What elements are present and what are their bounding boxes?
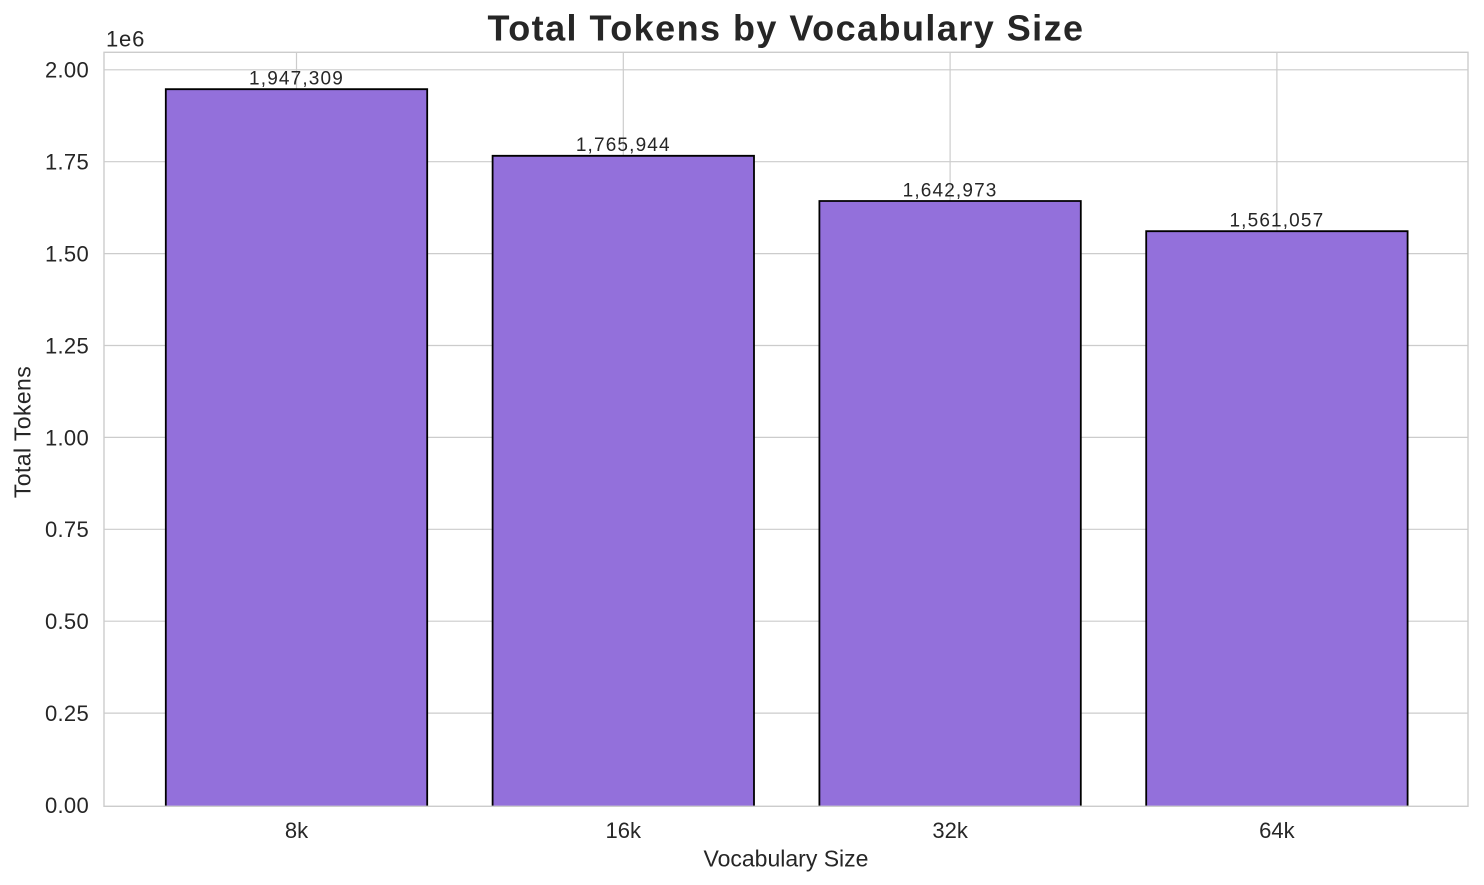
svg-text:Total Tokens by Vocabulary Siz: Total Tokens by Vocabulary Size [487, 8, 1084, 49]
svg-text:1,765,944: 1,765,944 [576, 135, 671, 156]
svg-text:0.75: 0.75 [45, 517, 89, 542]
svg-text:1.50: 1.50 [45, 242, 89, 267]
svg-text:0.50: 0.50 [45, 609, 89, 634]
svg-text:1,642,973: 1,642,973 [903, 180, 998, 201]
svg-text:64k: 64k [1259, 818, 1295, 843]
svg-text:2.00: 2.00 [45, 58, 89, 83]
svg-text:1.75: 1.75 [45, 150, 89, 175]
svg-text:1,561,057: 1,561,057 [1229, 211, 1324, 232]
svg-text:1.25: 1.25 [45, 333, 89, 358]
svg-text:16k: 16k [606, 818, 642, 843]
svg-text:Vocabulary Size: Vocabulary Size [704, 846, 869, 872]
svg-text:0.25: 0.25 [45, 701, 89, 726]
svg-text:1.00: 1.00 [45, 425, 89, 450]
svg-text:1,947,309: 1,947,309 [249, 69, 344, 90]
svg-text:0.00: 0.00 [45, 793, 89, 818]
svg-text:8k: 8k [285, 818, 309, 843]
svg-text:32k: 32k [932, 818, 968, 843]
svg-text:Total Tokens: Total Tokens [10, 366, 36, 498]
svg-text:1e6: 1e6 [106, 26, 145, 51]
